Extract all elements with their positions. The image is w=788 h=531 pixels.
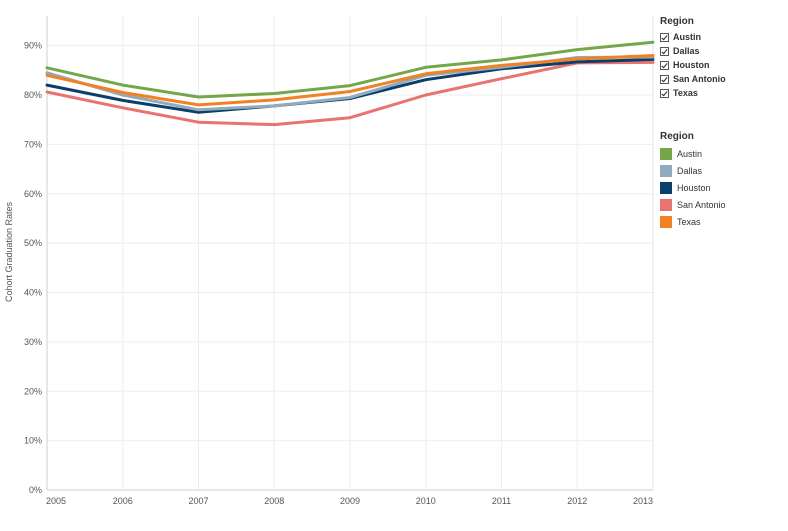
color-legend-label: Texas [677,216,701,227]
series-line-texas [45,54,655,107]
y-tick-label: 70% [24,139,42,149]
series-line-austin [45,40,655,99]
x-tick-label: 2012 [567,496,587,506]
y-tick-label: 90% [24,41,42,51]
filter-item-dallas[interactable]: Dallas [660,44,726,58]
x-tick-label: 2010 [416,496,436,506]
x-tick-label: 2006 [113,496,133,506]
axes [46,16,654,491]
tick-labels: 0% 10% 20% 30% 40% 50% 60% 70% 80% 90% 2005 2006 200… [24,41,653,506]
color-legend-label: Dallas [677,165,703,176]
filter-item-label: Texas [673,88,698,98]
region-color-legend: Region Austin Dallas Houston San Antonio… [660,131,726,230]
filter-item-houston[interactable]: Houston [660,58,726,72]
checkbox-icon[interactable] [660,46,669,56]
color-legend-label: San Antonio [677,199,726,210]
x-tick-label: 2009 [340,496,360,506]
x-tick-label: 2008 [264,496,284,506]
color-legend-item-san-antonio[interactable]: San Antonio [660,196,726,213]
x-tick-label: 2005 [46,496,66,506]
color-legend-item-houston[interactable]: Houston [660,179,726,196]
x-tick-label: 2013 [633,496,653,506]
color-legend-label: Houston [677,182,711,193]
color-swatch [660,215,672,228]
y-axis-label: Cohort Graduation Rates [4,201,14,302]
filter-item-label: Austin [673,32,701,42]
y-tick-label: 80% [24,90,42,100]
region-filter-legend: Region Austin Dallas Houston San Antonio… [660,16,726,100]
filter-item-label: San Antonio [673,74,726,84]
color-legend-item-dallas[interactable]: Dallas [660,162,726,179]
filter-legend-title: Region [660,16,694,27]
filter-item-label: Dallas [673,46,700,56]
color-swatch [660,181,672,194]
filter-item-austin[interactable]: Austin [660,30,726,44]
color-legend-item-austin[interactable]: Austin [660,145,726,162]
checkbox-icon[interactable] [660,32,669,42]
filter-item-label: Houston [673,60,710,70]
checkbox-icon[interactable] [660,74,669,84]
y-tick-label: 60% [24,189,42,199]
y-tick-label: 30% [24,337,42,347]
filter-item-san-antonio[interactable]: San Antonio [660,72,726,86]
y-tick-label: 10% [24,436,42,446]
color-swatch [660,147,672,160]
series-lines [45,40,655,127]
series-line-san-antonio [45,60,655,127]
checkbox-icon[interactable] [660,88,669,98]
x-tick-label: 2007 [188,496,208,506]
color-legend-item-texas[interactable]: Texas [660,213,726,230]
color-swatch [660,164,672,177]
y-tick-label: 50% [24,238,42,248]
color-legend-title: Region [660,131,694,142]
y-tick-label: 40% [24,288,42,298]
y-tick-label: 0% [29,485,42,495]
filter-item-texas[interactable]: Texas [660,86,726,100]
color-legend-label: Austin [677,148,703,159]
checkbox-icon[interactable] [660,60,669,70]
color-swatch [660,198,672,211]
y-tick-label: 20% [24,386,42,396]
x-tick-label: 2011 [492,496,511,506]
